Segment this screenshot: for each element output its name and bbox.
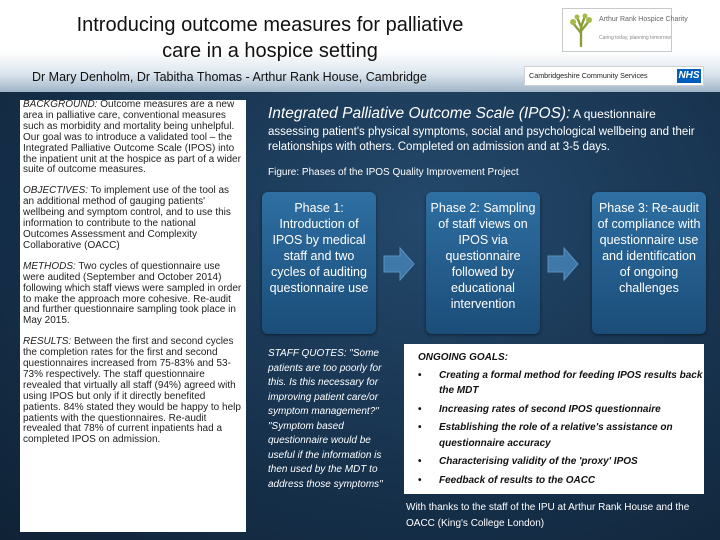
acknowledgements: With thanks to the staff of the IPU at A… <box>406 502 690 529</box>
hospice-logo-name: Arthur Rank Hospice Charity <box>599 16 688 23</box>
right-arrow-icon <box>547 246 579 282</box>
goal-item: Establishing the role of a relative's as… <box>414 420 704 451</box>
ongoing-goals-list: Creating a formal method for feeding IPO… <box>414 368 704 489</box>
ipos-title-main: Integrated Palliative Outcome Scale (IPO… <box>268 105 571 122</box>
objectives-label: Objectives: <box>23 185 89 197</box>
phase-3-box: Phase 3: Re-audit of compliance with que… <box>592 192 706 334</box>
phase-2-box: Phase 2: Sampling of staff views on IPOS… <box>426 192 540 334</box>
staff-quotes: Staff quotes: "Some patients are too poo… <box>268 347 396 492</box>
goal-item: Characterising validity of the 'proxy' I… <box>414 454 704 470</box>
nhs-badge: NHS <box>677 69 701 83</box>
background-text: Outcome measures are a new area in palli… <box>23 99 241 176</box>
results-section: Results: Between the first and second cy… <box>23 336 242 446</box>
results-text: Between the first and second cycles the … <box>23 336 241 446</box>
title-line-2: care in a hospice setting <box>162 40 378 62</box>
hospice-logo: Arthur Rank Hospice Charity Caring today… <box>562 8 688 52</box>
ipos-heading: Integrated Palliative Outcome Scale (IPO… <box>268 104 718 124</box>
ongoing-goals-panel: Ongoing goals: Creating a formal method … <box>404 344 704 494</box>
hospice-logo-tagline: Caring today, planning tomorrow <box>599 35 671 41</box>
staff-quotes-label: Staff quotes: <box>268 348 347 359</box>
goal-item: Increasing rates of second IPOS question… <box>414 402 704 418</box>
tree-icon <box>570 13 592 47</box>
methods-label: Methods: <box>23 260 76 272</box>
objectives-text: To implement use of the tool as an addit… <box>23 185 231 251</box>
ongoing-goals-title: Ongoing goals: <box>418 352 508 363</box>
authors-line: Dr Mary Denholm, Dr Tabitha Thomas - Art… <box>32 70 427 84</box>
methods-text: Two cycles of questionnaire use were aud… <box>23 260 242 327</box>
goal-item: Creating a formal method for feeding IPO… <box>414 368 704 399</box>
ipos-title-suffix: A questionnaire <box>570 107 656 121</box>
background-label: Background: <box>23 99 98 110</box>
goal-item: Feedback of results to the OACC <box>414 473 704 489</box>
background-section: Background: Outcome measures are a new a… <box>23 99 242 176</box>
results-label: Results: <box>23 336 72 348</box>
ipos-description: assessing patient's physical symptoms, s… <box>268 126 695 153</box>
left-column-panel: Background: Outcome measures are a new a… <box>20 99 246 532</box>
methods-section: Methods: Two cycles of questionnaire use… <box>23 260 242 327</box>
phase-1-box: Phase 1: Introduction of IPOS by medical… <box>262 192 376 334</box>
figure-caption: Figure: Phases of the IPOS Quality Impro… <box>268 167 519 178</box>
right-arrow-icon <box>383 246 415 282</box>
poster-title: Introducing outcome measures for palliat… <box>20 12 520 64</box>
community-services-name: Cambridgeshire Community Services <box>529 71 648 80</box>
nhs-logo: Cambridgeshire Community Services NHS <box>524 66 704 86</box>
staff-quotes-text: "Some patients are too poorly for this. … <box>268 348 383 490</box>
title-line-1: Introducing outcome measures for palliat… <box>76 14 464 36</box>
objectives-section: Objectives: To implement use of the tool… <box>23 185 242 251</box>
